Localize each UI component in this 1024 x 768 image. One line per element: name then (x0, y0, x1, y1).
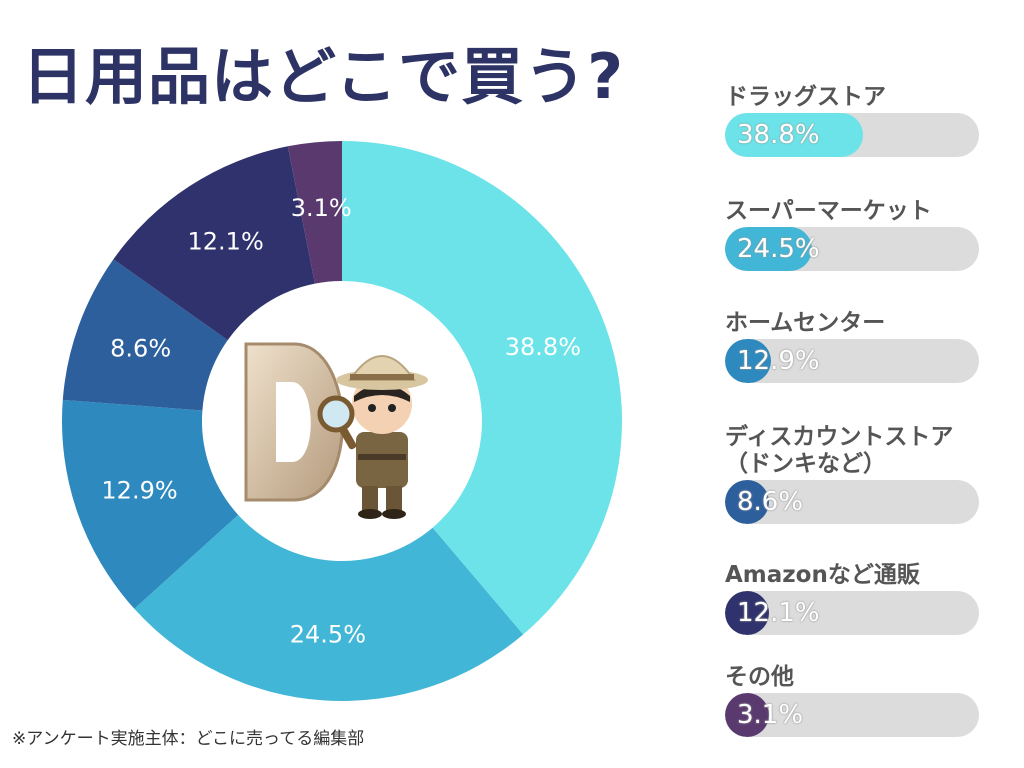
legend-item-1: ドラッグストア 38.8% (725, 84, 1015, 157)
legend-label: ドラッグストア (725, 84, 886, 110)
legend-percent: 12.1% (737, 598, 820, 628)
legend-label: スーパーマーケット (725, 198, 932, 224)
legend-item-6: その他 3.1% (725, 664, 1015, 737)
pie-slice-6 (287, 141, 342, 284)
legend-item-5: Amazonなど通販 12.1% (725, 562, 1015, 635)
legend-percent: 38.8% (737, 120, 820, 150)
progress-fill (725, 339, 771, 383)
pie-slice-2 (134, 514, 524, 701)
slice-label-4: 8.6% (110, 335, 171, 363)
pie-slice-3 (62, 399, 239, 609)
progress-track: 38.8% (725, 113, 979, 157)
legend-percent: 12.9% (737, 346, 820, 376)
progress-fill (725, 591, 769, 635)
progress-track: 8.6% (725, 480, 979, 524)
progress-track: 24.5% (725, 227, 979, 271)
slice-label-5: 12.1% (188, 227, 264, 255)
slice-label-1: 38.8% (505, 333, 581, 361)
progress-track: 3.1% (725, 693, 979, 737)
footnote: ※アンケート実施主体：どこに売ってる編集部 (12, 729, 365, 749)
legend-label: ホームセンター (725, 310, 886, 336)
progress-fill (725, 693, 769, 737)
legend-percent: 24.5% (737, 234, 820, 264)
progress-fill (725, 113, 863, 157)
page-title: 日用品はどこで買う? (22, 40, 625, 113)
pie-slice-1 (342, 141, 622, 635)
slice-label-2: 24.5% (290, 621, 366, 649)
explorer-mascot-illustration: D (244, 342, 428, 519)
legend-item-3: ホームセンター 12.9% (725, 310, 1015, 383)
legend-percent: 3.1% (737, 700, 804, 730)
pie-slice-5 (113, 146, 315, 341)
legend-percent: 8.6% (737, 487, 804, 517)
legend-label: Amazonなど通販 (725, 562, 920, 588)
donut-chart: 38.8% 24.5% 12.9% 8.6% 12.1% 3.1% (62, 141, 622, 701)
pie-slice-4 (62, 259, 228, 411)
legend-panel: ドラッグストア 38.8% スーパーマーケット 24.5% ホームセンター 12.9% ディ… (725, 0, 1015, 768)
legend-label: ディスカウントストア （ドンキなど） (725, 424, 954, 477)
slice-label-6: 3.1% (291, 194, 352, 222)
legend-label: その他 (725, 664, 794, 690)
progress-track: 12.1% (725, 591, 979, 635)
progress-fill (725, 227, 813, 271)
legend-item-2: スーパーマーケット 24.5% (725, 198, 1015, 271)
progress-fill (725, 480, 769, 524)
progress-track: 12.9% (725, 339, 979, 383)
legend-item-4: ディスカウントストア （ドンキなど） 8.6% (725, 424, 1015, 524)
slice-label-3: 12.9% (101, 476, 177, 504)
